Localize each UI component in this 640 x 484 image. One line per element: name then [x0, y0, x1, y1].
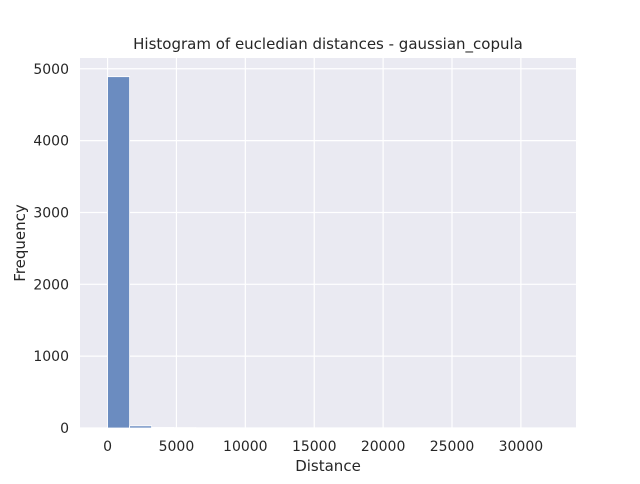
y-tick-label: 2000: [33, 277, 69, 293]
x-tick-label: 5000: [159, 439, 195, 455]
y-tick-label: 3000: [33, 205, 69, 221]
y-tick-label: 5000: [33, 62, 69, 78]
x-tick-label: 25000: [430, 439, 475, 455]
x-tick-label: 20000: [361, 439, 406, 455]
y-tick-labels: 0 1000 2000 3000 4000 5000: [33, 62, 69, 437]
x-tick-labels: 0 5000 10000 15000 20000 25000 30000: [103, 439, 543, 455]
x-tick-label: 30000: [499, 439, 544, 455]
chart-title: Histogram of eucledian distances - gauss…: [133, 35, 523, 54]
x-tick-label: 10000: [223, 439, 268, 455]
histogram-bar: [108, 77, 130, 428]
y-axis-title: Frequency: [11, 204, 29, 282]
y-tick-label: 0: [60, 421, 69, 437]
x-axis-title: Distance: [295, 457, 361, 475]
y-tick-label: 1000: [33, 349, 69, 365]
histogram-bar: [130, 426, 152, 428]
plot-area: [80, 58, 576, 428]
y-tick-label: 4000: [33, 134, 69, 150]
x-tick-label: 15000: [292, 439, 337, 455]
histogram-bar: [152, 427, 174, 428]
x-tick-label: 0: [103, 439, 112, 455]
